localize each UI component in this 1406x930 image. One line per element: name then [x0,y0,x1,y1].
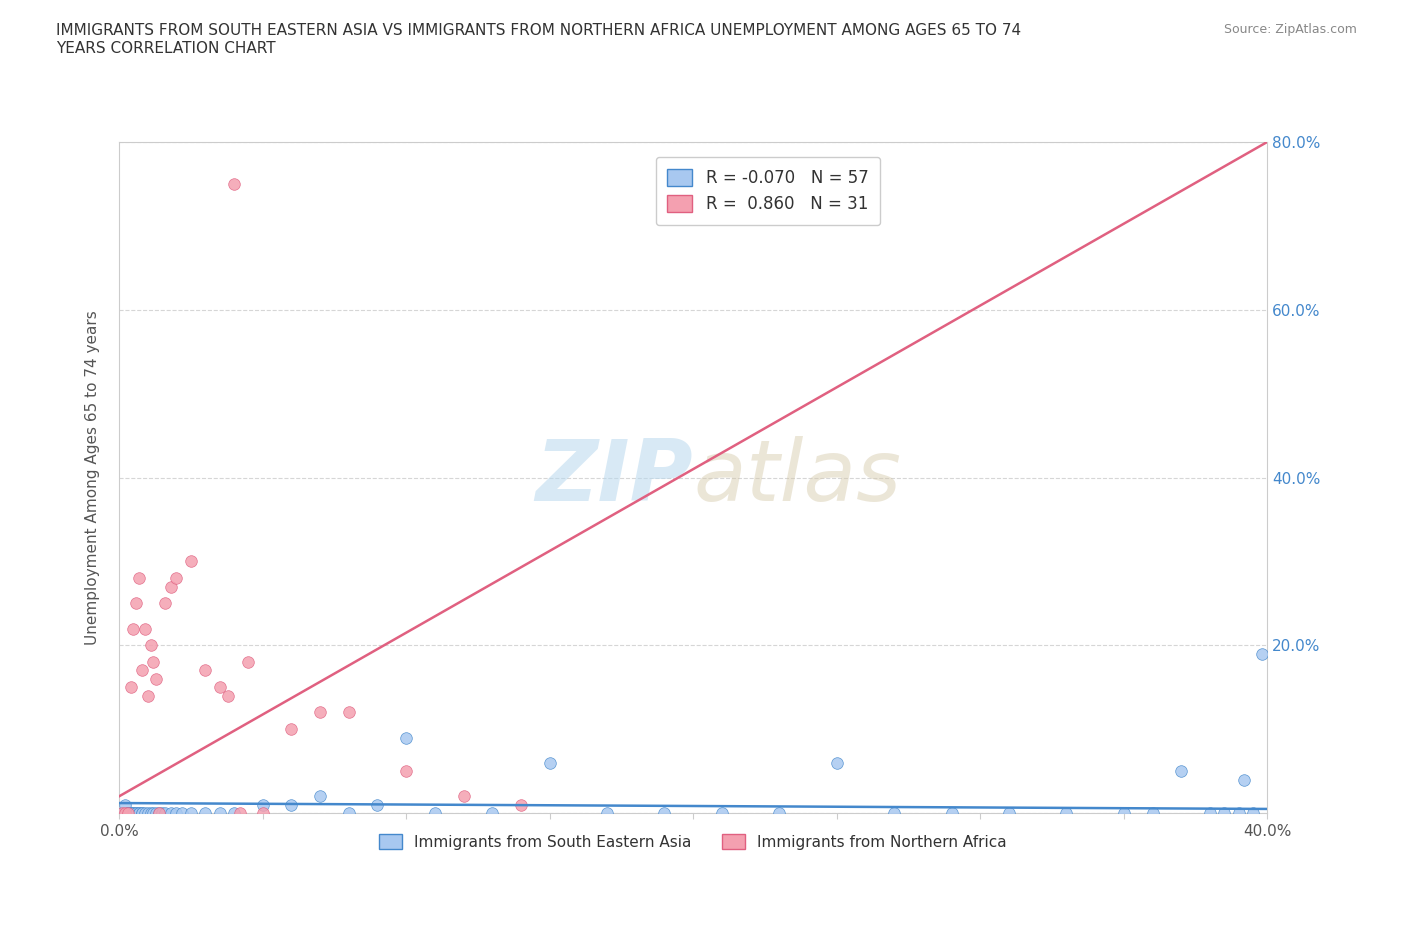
Point [1250,646,1272,661]
Point [228,805,250,820]
Point [252,805,274,820]
Point [1199,805,1222,820]
Point [1227,805,1250,820]
Legend: Immigrants from South Eastern Asia, Immigrants from Northern Africa: Immigrants from South Eastern Asia, Immi… [373,828,1014,856]
Point [145,671,167,686]
Point [120,680,142,695]
Point [1170,764,1192,778]
Point [153,805,176,820]
Point [111,805,134,820]
Point [128,805,150,820]
Point [150,805,173,820]
Point [453,789,475,804]
Point [139,638,162,653]
Point [366,797,388,812]
Point [1112,805,1135,820]
Point [159,579,181,594]
Point [120,805,142,820]
Point [222,805,245,820]
Point [768,805,790,820]
Point [998,805,1021,820]
Point [941,805,963,820]
Point [139,805,162,820]
Point [1142,805,1164,820]
Point [194,805,217,820]
Point [166,805,188,820]
Point [117,805,139,820]
Point [131,805,153,820]
Point [114,805,136,820]
Point [166,571,188,586]
Point [309,789,332,804]
Point [122,621,145,636]
Point [395,730,418,745]
Point [481,805,503,820]
Point [145,805,167,820]
Point [142,805,165,820]
Point [136,688,159,703]
Point [280,797,302,812]
Point [238,655,260,670]
Point [125,805,148,820]
Point [114,805,136,820]
Point [172,805,194,820]
Point [825,755,848,770]
Point [148,805,170,820]
Point [208,805,231,820]
Point [194,663,217,678]
Point [596,805,619,820]
Text: ZIP: ZIP [536,436,693,519]
Point [128,571,150,586]
Point [131,663,153,678]
Point [1241,805,1264,820]
Point [309,705,332,720]
Point [159,805,181,820]
Point [148,805,170,820]
Point [538,755,561,770]
Point [1233,772,1256,787]
Point [208,680,231,695]
Point [395,764,418,778]
Point [120,805,142,820]
Point [337,805,360,820]
Point [1054,805,1077,820]
Point [337,705,360,720]
Text: atlas: atlas [693,436,901,519]
Point [153,596,176,611]
Point [122,805,145,820]
Point [131,805,153,820]
Point [117,805,139,820]
Point [122,805,145,820]
Point [883,805,905,820]
Point [222,177,245,192]
Point [510,797,533,812]
Point [217,688,239,703]
Point [128,805,150,820]
Point [142,655,165,670]
Text: Source: ZipAtlas.com: Source: ZipAtlas.com [1223,23,1357,36]
Point [125,596,148,611]
Point [280,722,302,737]
Point [180,805,202,820]
Text: IMMIGRANTS FROM SOUTH EASTERN ASIA VS IMMIGRANTS FROM NORTHERN AFRICA UNEMPLOYME: IMMIGRANTS FROM SOUTH EASTERN ASIA VS IM… [56,23,1021,56]
Y-axis label: Unemployment Among Ages 65 to 74 years: Unemployment Among Ages 65 to 74 years [86,310,100,644]
Point [136,805,159,820]
Point [111,805,134,820]
Point [134,621,156,636]
Point [423,805,446,820]
Point [252,797,274,812]
Point [710,805,733,820]
Point [114,797,136,812]
Point [134,805,156,820]
Point [117,805,139,820]
Point [125,805,148,820]
Point [180,554,202,569]
Point [1213,805,1236,820]
Point [654,805,676,820]
